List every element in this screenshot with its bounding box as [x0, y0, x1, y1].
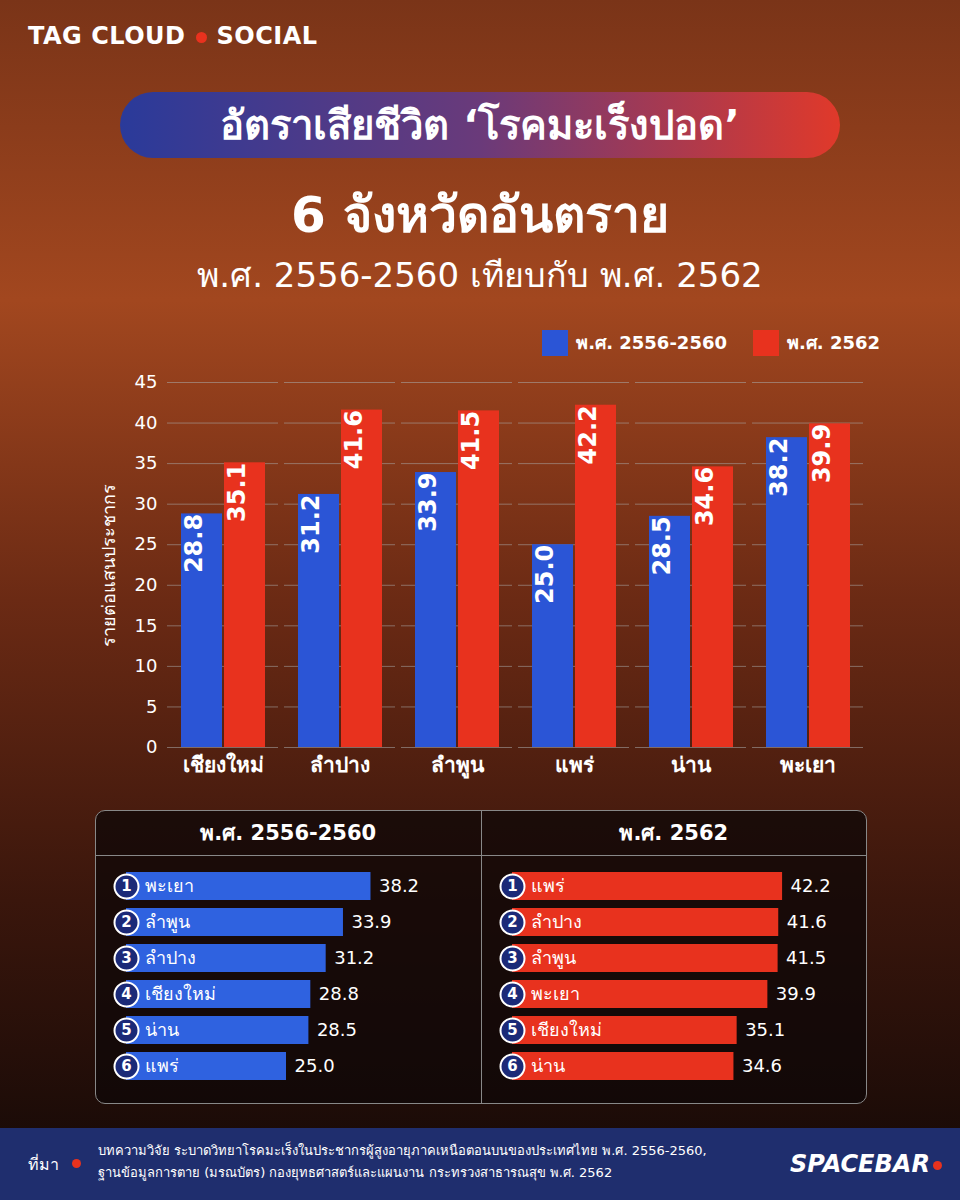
svg-text:31.2: 31.2: [297, 494, 325, 553]
svg-text:เชียงใหม่: เชียงใหม่: [145, 983, 216, 1004]
svg-text:39.9: 39.9: [775, 983, 815, 1004]
svg-text:ลำพูน: ลำพูน: [530, 947, 575, 969]
svg-text:34.6: 34.6: [691, 467, 719, 526]
svg-text:0: 0: [146, 736, 157, 757]
svg-text:4: 4: [507, 985, 517, 1003]
svg-text:พะเยา: พะเยา: [145, 875, 194, 896]
svg-text:4: 4: [121, 985, 131, 1003]
svg-text:3: 3: [507, 949, 517, 967]
svg-text:แพร่: แพร่: [530, 875, 564, 896]
svg-text:5: 5: [146, 696, 157, 717]
svg-text:1: 1: [507, 877, 517, 895]
html-text:พ.ศ. 2562: พ.ศ. 2562: [787, 332, 880, 353]
svg-text:28.5: 28.5: [317, 1019, 357, 1040]
svg-text:2: 2: [121, 913, 131, 931]
html-text:SOCIAL: SOCIAL: [216, 22, 318, 50]
svg-text:5: 5: [121, 1021, 131, 1039]
html-text:บทความวิจัย ระบาดวิทยาโรคมะเร็: บทความวิจัย ระบาดวิทยาโรคมะเร็งในประชากร…: [98, 1143, 707, 1158]
svg-text:5: 5: [507, 1021, 517, 1039]
svg-text:41.5: 41.5: [457, 411, 485, 470]
svg-text:6: 6: [507, 1057, 517, 1075]
svg-text:41.6: 41.6: [340, 410, 368, 469]
svg-text:34.6: 34.6: [741, 1055, 781, 1076]
svg-text:ลำปาง: ลำปาง: [310, 753, 370, 777]
html-text:ฐานข้อมูลการตาย (มรณบัตร) กองย: ฐานข้อมูลการตาย (มรณบัตร) กองยุทธศาสตร์แ…: [98, 1165, 613, 1180]
html-text:พ.ศ. 2556-2560: พ.ศ. 2556-2560: [200, 821, 377, 845]
html-text:พ.ศ. 2556-2560: พ.ศ. 2556-2560: [576, 332, 727, 353]
html-text:TAG CLOUD: TAG CLOUD: [28, 22, 186, 50]
svg-text:28.8: 28.8: [319, 983, 359, 1004]
html-text:พ.ศ. 2556-2560 เทียบกับ พ.ศ. 2: พ.ศ. 2556-2560 เทียบกับ พ.ศ. 2562: [197, 255, 763, 295]
svg-text:พะเยา: พะเยา: [780, 753, 836, 777]
svg-text:เชียงใหม่: เชียงใหม่: [183, 752, 264, 777]
svg-text:15: 15: [135, 615, 158, 636]
svg-text:28.8: 28.8: [180, 514, 208, 573]
html-text:พ.ศ. 2562: พ.ศ. 2562: [619, 821, 729, 845]
svg-text:เชียงใหม่: เชียงใหม่: [530, 1019, 601, 1040]
svg-text:45: 45: [135, 371, 158, 392]
svg-text:40: 40: [135, 412, 158, 433]
svg-text:ลำปาง: ลำปาง: [530, 911, 581, 932]
svg-text:25.0: 25.0: [295, 1055, 335, 1076]
svg-text:38.2: 38.2: [379, 875, 419, 896]
svg-text:38.2: 38.2: [765, 438, 793, 497]
svg-text:35: 35: [135, 452, 158, 473]
svg-text:ลำพูน: ลำพูน: [431, 753, 485, 779]
svg-text:รายต่อแสนประชากร: รายต่อแสนประชากร: [98, 484, 119, 647]
svg-text:10: 10: [135, 655, 158, 676]
svg-text:31.2: 31.2: [334, 947, 374, 968]
svg-text:25.0: 25.0: [531, 545, 559, 604]
svg-text:3: 3: [121, 949, 131, 967]
svg-text:ลำพูน: ลำพูน: [145, 911, 190, 933]
svg-text:41.5: 41.5: [786, 947, 826, 968]
html-text:อัตราเสียชีวิต ‘โรคมะเร็งปอด’: อัตราเสียชีวิต ‘โรคมะเร็งปอด’: [220, 102, 740, 148]
html-text:6 จังหวัดอันตราย: 6 จังหวัดอันตราย: [290, 186, 670, 244]
html-text:ที่มา: ที่มา: [28, 1155, 59, 1174]
svg-text:41.6: 41.6: [786, 911, 826, 932]
svg-text:35.1: 35.1: [223, 463, 251, 522]
svg-text:28.5: 28.5: [648, 516, 676, 575]
svg-text:6: 6: [121, 1057, 131, 1075]
svg-text:42.2: 42.2: [574, 405, 602, 464]
svg-text:42.2: 42.2: [790, 875, 830, 896]
svg-text:33.9: 33.9: [351, 911, 391, 932]
svg-text:25: 25: [135, 533, 158, 554]
svg-text:น่าน: น่าน: [671, 753, 712, 777]
svg-text:39.9: 39.9: [808, 424, 836, 483]
svg-text:น่าน: น่าน: [530, 1055, 564, 1076]
svg-text:พะเยา: พะเยา: [530, 983, 579, 1004]
svg-text:1: 1: [121, 877, 131, 895]
svg-text:แพร่: แพร่: [145, 1055, 179, 1076]
svg-text:2: 2: [507, 913, 517, 931]
svg-text:35.1: 35.1: [745, 1019, 785, 1040]
svg-text:ลำปาง: ลำปาง: [145, 947, 196, 968]
svg-text:20: 20: [135, 574, 158, 595]
svg-text:30: 30: [135, 493, 158, 514]
html-text:SPACEBAR: SPACEBAR: [790, 1150, 930, 1178]
svg-text:แพร่: แพร่: [555, 753, 595, 777]
svg-text:น่าน: น่าน: [145, 1019, 179, 1040]
svg-text:33.9: 33.9: [414, 473, 442, 532]
